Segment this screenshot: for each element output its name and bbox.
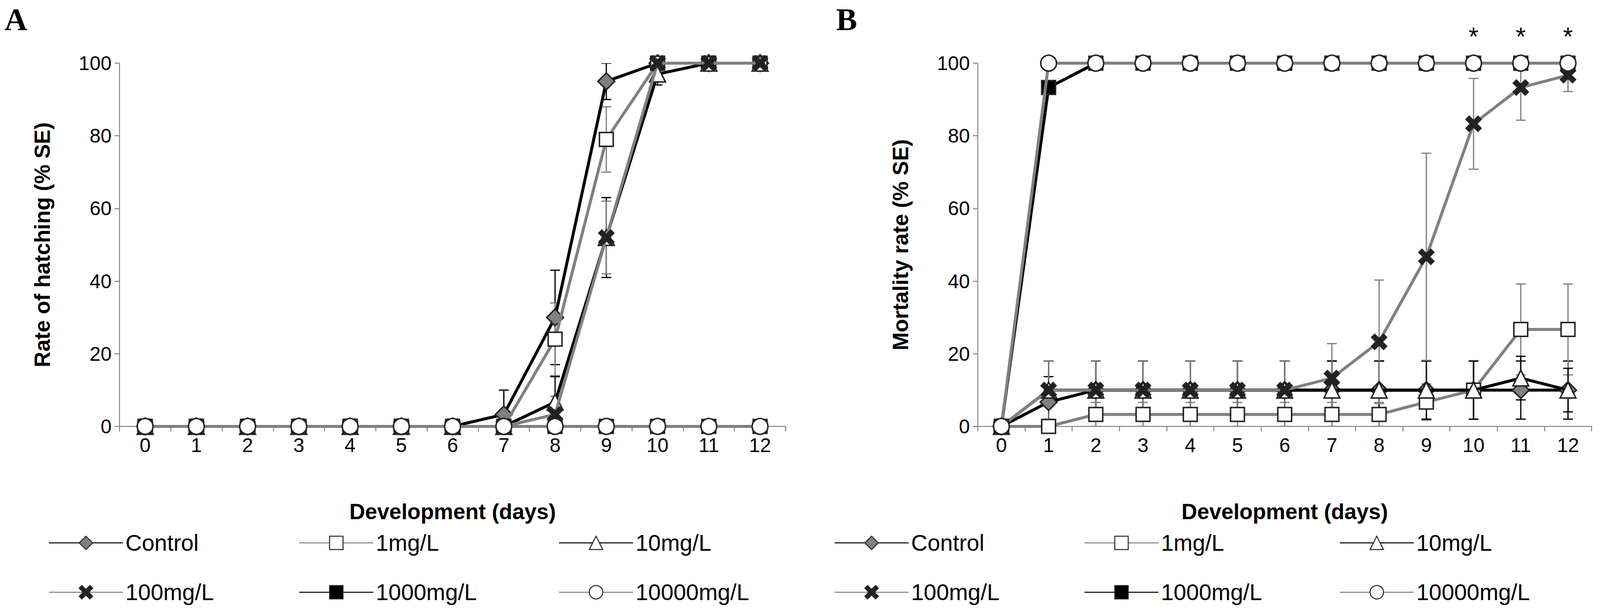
svg-text:6: 6 (446, 434, 458, 457)
svg-text:3: 3 (1137, 434, 1149, 457)
svg-text:Control: Control (911, 530, 985, 557)
svg-text:4: 4 (1184, 434, 1196, 457)
svg-text:B: B (836, 1, 858, 38)
svg-text:10: 10 (646, 434, 669, 457)
svg-text:0: 0 (100, 415, 112, 438)
svg-text:2: 2 (241, 434, 253, 457)
svg-text:100: 100 (936, 52, 970, 75)
svg-text:Mortality rate (% SE): Mortality rate (% SE) (888, 139, 913, 351)
svg-text:9: 9 (1420, 434, 1432, 457)
svg-text:11: 11 (1510, 434, 1532, 457)
svg-text:10mg/L: 10mg/L (635, 530, 712, 557)
svg-text:20: 20 (89, 343, 113, 365)
svg-text:4: 4 (344, 434, 356, 457)
svg-text:8: 8 (1373, 434, 1385, 457)
svg-text:12: 12 (749, 434, 772, 457)
svg-text:6: 6 (1279, 434, 1290, 457)
svg-text:0: 0 (959, 415, 970, 438)
svg-text:60: 60 (948, 197, 971, 220)
svg-text:60: 60 (89, 197, 113, 220)
svg-text:7: 7 (498, 434, 510, 457)
svg-text:80: 80 (89, 124, 113, 147)
svg-text:0: 0 (139, 434, 151, 457)
svg-text:Rate of hatching (% SE): Rate of hatching (% SE) (30, 122, 55, 368)
svg-text:40: 40 (948, 270, 971, 293)
svg-text:10000mg/L: 10000mg/L (1416, 579, 1530, 606)
svg-text:10000mg/L: 10000mg/L (635, 579, 750, 606)
svg-text:12: 12 (1557, 434, 1580, 457)
svg-text:2: 2 (1090, 434, 1102, 457)
svg-text:A: A (4, 1, 28, 38)
svg-text:Development (days): Development (days) (1181, 499, 1388, 524)
svg-text:3: 3 (293, 434, 305, 457)
svg-text:100mg/L: 100mg/L (911, 579, 1000, 606)
svg-text:1mg/L: 1mg/L (1160, 530, 1225, 557)
svg-text:8: 8 (549, 434, 561, 457)
svg-text:20: 20 (948, 343, 971, 365)
svg-text:Development (days): Development (days) (349, 499, 556, 524)
svg-text:*: * (1562, 22, 1573, 51)
svg-text:40: 40 (89, 270, 113, 293)
svg-text:7: 7 (1326, 434, 1338, 457)
svg-text:0: 0 (996, 434, 1007, 457)
svg-text:Control: Control (125, 530, 199, 557)
svg-text:1mg/L: 1mg/L (375, 530, 440, 557)
svg-text:11: 11 (698, 434, 720, 457)
svg-text:5: 5 (1232, 434, 1243, 457)
svg-text:*: * (1515, 22, 1526, 51)
svg-text:1: 1 (191, 434, 202, 457)
svg-text:*: * (1468, 22, 1479, 51)
svg-text:5: 5 (396, 434, 407, 457)
svg-text:1: 1 (1042, 434, 1054, 457)
svg-text:80: 80 (948, 124, 971, 147)
svg-text:10mg/L: 10mg/L (1416, 530, 1492, 557)
svg-text:1000mg/L: 1000mg/L (1160, 579, 1263, 606)
svg-text:100: 100 (78, 52, 112, 75)
svg-text:1000mg/L: 1000mg/L (375, 579, 478, 606)
svg-text:9: 9 (600, 434, 612, 457)
svg-text:10: 10 (1462, 434, 1485, 457)
svg-text:100mg/L: 100mg/L (125, 579, 214, 606)
